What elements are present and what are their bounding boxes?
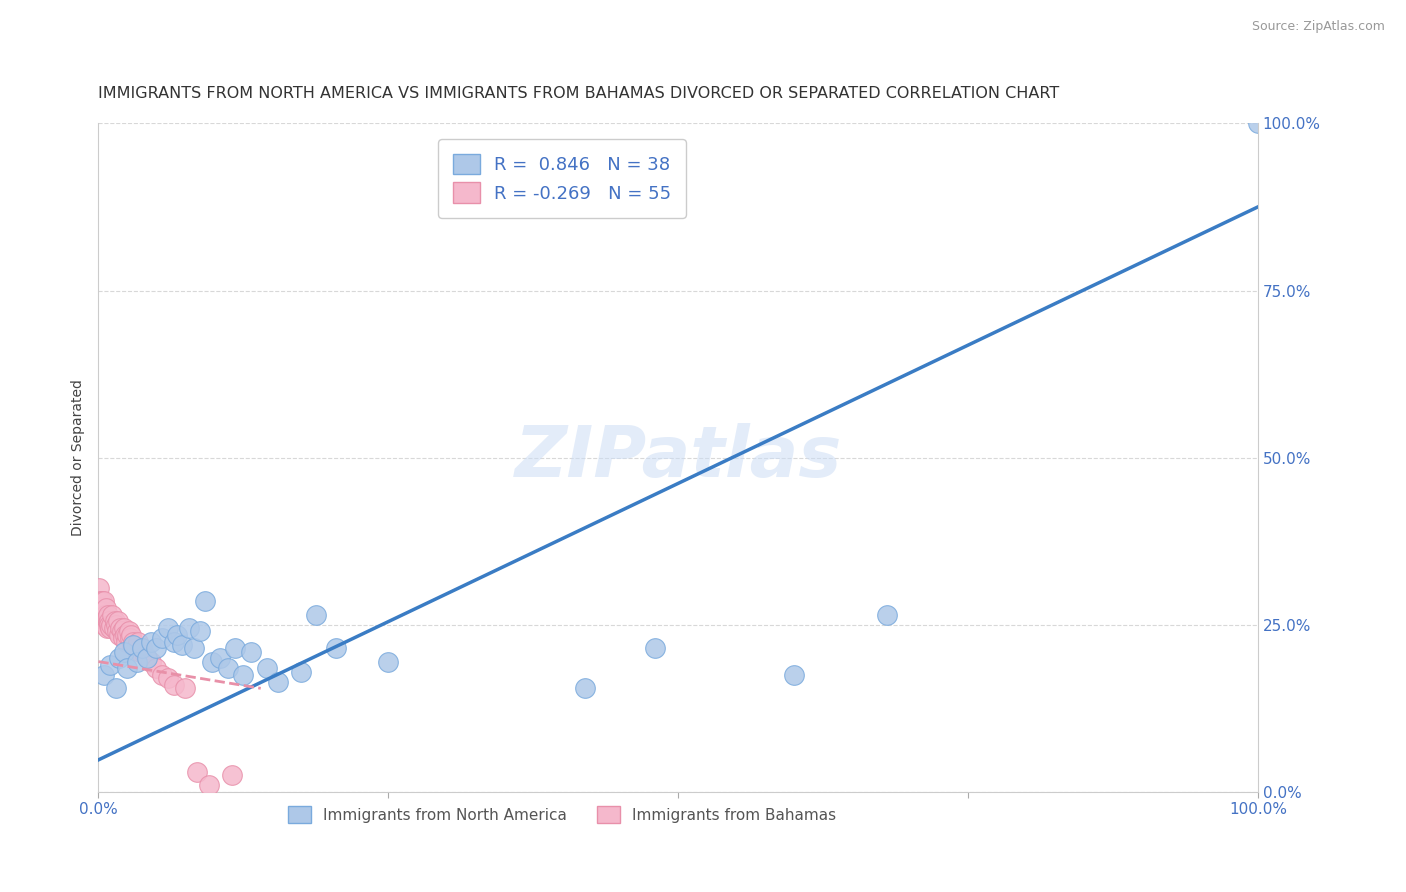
Point bbox=[111, 624, 134, 639]
Point bbox=[104, 615, 127, 629]
Point bbox=[90, 594, 112, 608]
Point bbox=[644, 641, 666, 656]
Point bbox=[129, 644, 152, 658]
Point bbox=[110, 621, 132, 635]
Point bbox=[156, 621, 179, 635]
Point bbox=[201, 655, 224, 669]
Point bbox=[97, 615, 120, 629]
Point bbox=[217, 661, 239, 675]
Point bbox=[290, 665, 312, 679]
Point bbox=[197, 778, 219, 792]
Point bbox=[120, 628, 142, 642]
Point bbox=[93, 594, 115, 608]
Point bbox=[377, 655, 399, 669]
Legend: Immigrants from North America, Immigrants from Bahamas: Immigrants from North America, Immigrant… bbox=[280, 798, 844, 831]
Point bbox=[103, 621, 125, 635]
Point bbox=[118, 631, 141, 645]
Point bbox=[139, 655, 162, 669]
Point bbox=[104, 617, 127, 632]
Point bbox=[98, 657, 121, 672]
Point bbox=[177, 621, 200, 635]
Point bbox=[240, 644, 263, 658]
Point bbox=[186, 764, 208, 779]
Point bbox=[122, 638, 145, 652]
Point bbox=[131, 641, 153, 656]
Point bbox=[96, 611, 118, 625]
Point bbox=[117, 624, 139, 639]
Point bbox=[91, 604, 114, 618]
Point bbox=[150, 668, 173, 682]
Point bbox=[163, 678, 186, 692]
Point bbox=[91, 611, 114, 625]
Point bbox=[114, 628, 136, 642]
Point bbox=[89, 604, 111, 618]
Point bbox=[156, 671, 179, 685]
Point bbox=[90, 615, 112, 629]
Point bbox=[98, 617, 121, 632]
Text: ZIPatlas: ZIPatlas bbox=[515, 423, 842, 492]
Point bbox=[194, 594, 217, 608]
Point bbox=[174, 681, 197, 696]
Point bbox=[166, 628, 188, 642]
Point bbox=[112, 621, 135, 635]
Point bbox=[104, 681, 127, 696]
Point bbox=[150, 631, 173, 645]
Point bbox=[163, 634, 186, 648]
Point bbox=[1247, 116, 1270, 130]
Point bbox=[224, 641, 246, 656]
Point bbox=[305, 607, 328, 622]
Point bbox=[87, 581, 110, 595]
Point bbox=[145, 661, 167, 675]
Point bbox=[183, 641, 205, 656]
Point bbox=[94, 601, 117, 615]
Point bbox=[136, 651, 159, 665]
Point bbox=[209, 651, 232, 665]
Point bbox=[256, 661, 278, 675]
Point bbox=[145, 641, 167, 656]
Point bbox=[111, 631, 134, 645]
Point bbox=[574, 681, 596, 696]
Point bbox=[112, 644, 135, 658]
Point bbox=[93, 617, 115, 632]
Y-axis label: Divorced or Separated: Divorced or Separated bbox=[72, 379, 86, 536]
Point bbox=[170, 638, 193, 652]
Point bbox=[122, 634, 145, 648]
Text: IMMIGRANTS FROM NORTH AMERICA VS IMMIGRANTS FROM BAHAMAS DIVORCED OR SEPARATED C: IMMIGRANTS FROM NORTH AMERICA VS IMMIGRA… bbox=[98, 87, 1060, 102]
Point bbox=[190, 624, 212, 639]
Point bbox=[121, 638, 143, 652]
Point bbox=[876, 607, 898, 622]
Point bbox=[105, 624, 128, 639]
Point bbox=[100, 617, 122, 632]
Point bbox=[101, 607, 124, 622]
Point bbox=[136, 651, 159, 665]
Point bbox=[97, 607, 120, 622]
Point bbox=[232, 668, 254, 682]
Point bbox=[117, 661, 139, 675]
Point bbox=[98, 621, 121, 635]
Point bbox=[108, 628, 131, 642]
Point bbox=[267, 674, 290, 689]
Point bbox=[783, 668, 806, 682]
Point bbox=[117, 628, 139, 642]
Point bbox=[93, 668, 115, 682]
Point bbox=[221, 768, 243, 782]
Point bbox=[89, 594, 111, 608]
Point bbox=[94, 607, 117, 622]
Point bbox=[131, 641, 153, 656]
Point bbox=[107, 615, 129, 629]
Point bbox=[115, 634, 138, 648]
Point bbox=[124, 641, 146, 656]
Point bbox=[134, 648, 156, 662]
Point bbox=[97, 615, 120, 629]
Point bbox=[96, 621, 118, 635]
Point bbox=[139, 634, 162, 648]
Text: Source: ZipAtlas.com: Source: ZipAtlas.com bbox=[1251, 20, 1385, 33]
Point bbox=[90, 607, 112, 622]
Point bbox=[325, 641, 347, 656]
Point bbox=[125, 655, 148, 669]
Point bbox=[127, 634, 149, 648]
Point bbox=[94, 615, 117, 629]
Point bbox=[108, 651, 131, 665]
